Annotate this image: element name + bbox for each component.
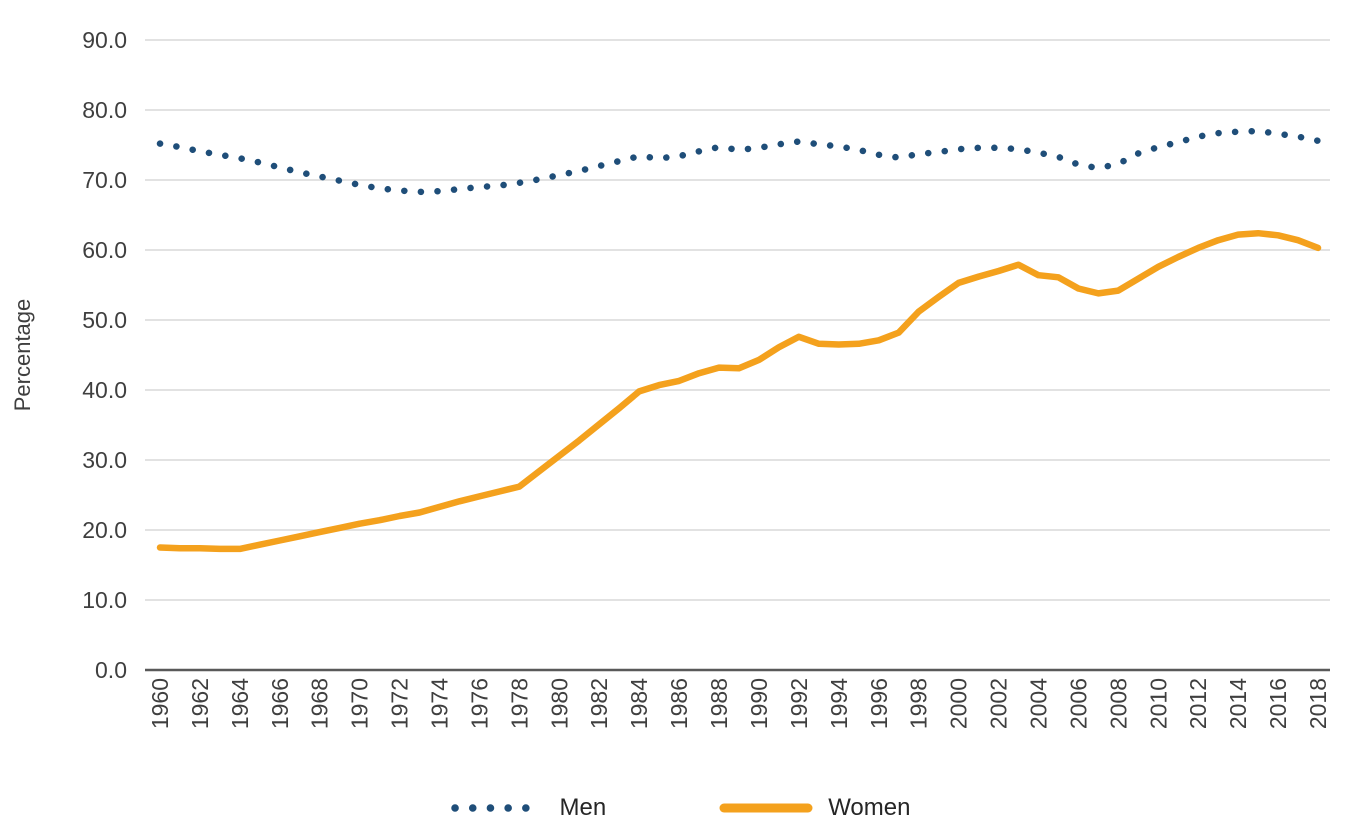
- legend-label-women: Women: [828, 794, 911, 821]
- legend-item-women: Women: [718, 796, 910, 820]
- x-tick-label: 2004: [1025, 678, 1051, 729]
- x-tick-label: 2018: [1305, 678, 1331, 729]
- x-tick-label: 1988: [706, 678, 732, 729]
- x-tick-label: 1962: [187, 678, 213, 729]
- x-tick-label: 1984: [626, 678, 652, 729]
- y-tick-label: 0.0: [95, 657, 127, 683]
- x-tick-label: 1972: [387, 678, 413, 729]
- x-tick-label: 2006: [1065, 678, 1091, 729]
- x-tick-label: 1976: [466, 678, 492, 729]
- women-series-line: [156, 229, 1322, 553]
- x-tick-label: 1964: [227, 678, 253, 729]
- x-tick-label: 1978: [506, 678, 532, 729]
- x-tick-label: 1990: [746, 678, 772, 729]
- x-tick-label: 2000: [946, 678, 972, 729]
- y-tick-label: 20.0: [82, 517, 127, 543]
- x-tick-label: 1994: [826, 678, 852, 729]
- y-tick-label: 30.0: [82, 447, 127, 473]
- x-tick-label: 2012: [1185, 678, 1211, 729]
- y-axis-tick-labels: 0.0 10.0 20.0 30.0 40.0 50.0 60.0 70.0 80.0 90.0: [82, 27, 127, 683]
- x-tick-label: 1986: [666, 678, 692, 729]
- x-tick-label: 2014: [1225, 678, 1251, 729]
- x-tick-label: 1968: [307, 678, 333, 729]
- y-tick-label: 90.0: [82, 27, 127, 53]
- x-tick-label: 1960: [147, 678, 173, 729]
- line-chart: 0.0 10.0 20.0 30.0 40.0 50.0 60.0 70.0 80.0 90.0 1…: [10, 27, 1331, 729]
- x-tick-label: 1992: [786, 678, 812, 729]
- gridlines: [145, 39, 1330, 601]
- x-tick-label: 1974: [427, 678, 453, 729]
- x-tick-label: 1982: [586, 678, 612, 729]
- x-tick-label: 1966: [267, 678, 293, 729]
- y-tick-label: 50.0: [82, 307, 127, 333]
- women-solid-line-sample: [719, 803, 813, 813]
- y-tick-label: 10.0: [82, 587, 127, 613]
- legend: Men Women: [0, 784, 1360, 832]
- y-tick-label: 70.0: [82, 167, 127, 193]
- legend-item-men: Men: [450, 794, 607, 821]
- y-axis-title: Percentage: [10, 299, 35, 412]
- men-dotted-line-sample: [450, 804, 546, 812]
- x-tick-label: 2010: [1145, 678, 1171, 729]
- x-tick-label: 1996: [866, 678, 892, 729]
- y-tick-label: 80.0: [82, 97, 127, 123]
- x-tick-label: 1980: [546, 678, 572, 729]
- x-tick-label: 1970: [347, 678, 373, 729]
- y-tick-label: 60.0: [82, 237, 127, 263]
- x-tick-label: 2016: [1265, 678, 1291, 729]
- men-series-line: [156, 127, 1322, 196]
- x-tick-label: 2008: [1105, 678, 1131, 729]
- y-tick-label: 40.0: [82, 377, 127, 403]
- x-tick-label: 1998: [906, 678, 932, 729]
- legend-label-men: Men: [559, 794, 607, 821]
- x-tick-label: 2002: [986, 678, 1012, 729]
- x-axis-tick-labels: 1960 1962 1964 1966 1968 1970 1972 1974 1976 1978…: [147, 678, 1331, 729]
